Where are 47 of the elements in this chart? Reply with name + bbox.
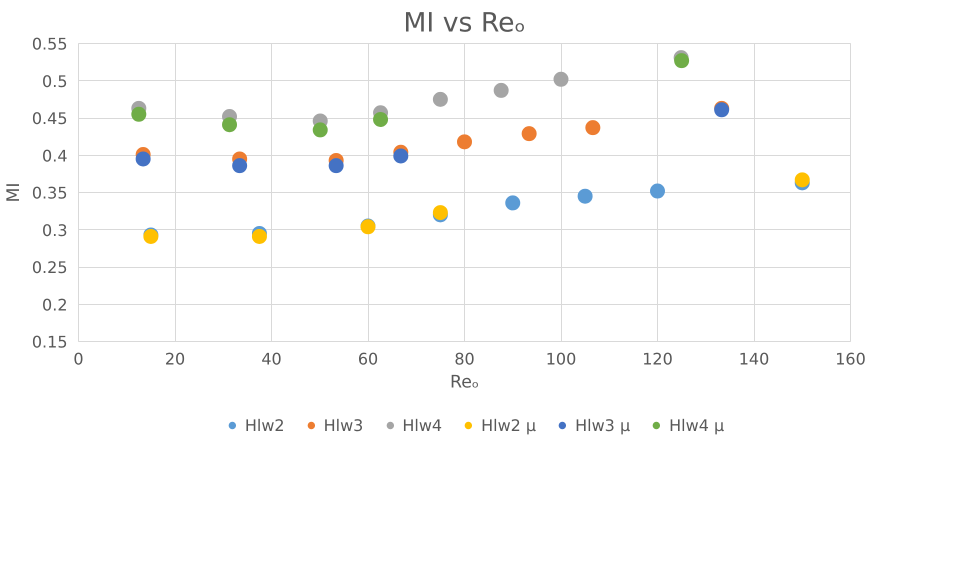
- x-tick-label: 100: [546, 350, 576, 368]
- point: [674, 53, 690, 68]
- legend-label: Hlw4 μ: [669, 416, 724, 434]
- legend-label: Hlw2 μ: [481, 416, 536, 434]
- x-axis-title: Reₒ: [450, 372, 480, 392]
- point: [222, 117, 238, 132]
- x-tick-label: 20: [164, 350, 186, 368]
- x-tick-label: 120: [642, 350, 673, 368]
- point: [585, 120, 600, 136]
- point: [232, 158, 248, 174]
- y-tick-label: 0.25: [32, 258, 68, 277]
- point: [650, 184, 665, 198]
- chart-title: MI vs Reₒ: [403, 8, 526, 38]
- y-tick-label: 0.3: [42, 220, 68, 240]
- point: [328, 158, 344, 174]
- x-tick-label: 140: [738, 350, 770, 368]
- point: [393, 148, 408, 164]
- point: [136, 151, 151, 166]
- x-tick-label: 160: [835, 350, 866, 368]
- y-tick-label: 0.15: [32, 332, 68, 352]
- legend-label: Hlw3 μ: [575, 416, 630, 434]
- y-tick-label: 0.55: [32, 34, 68, 54]
- point: [578, 188, 593, 204]
- point: [131, 106, 146, 122]
- point: [312, 122, 328, 138]
- y-tick-label: 0.35: [32, 184, 68, 202]
- point: [432, 92, 448, 107]
- legend-label: Hlw4: [402, 416, 442, 434]
- y-tick-label: 0.45: [32, 109, 68, 128]
- x-tick-label: 40: [261, 350, 282, 368]
- x-tick-label: 60: [358, 350, 378, 368]
- point: [554, 72, 568, 87]
- y-tick-label: 0.2: [42, 295, 68, 314]
- point: [252, 228, 267, 244]
- point: [494, 82, 509, 98]
- legend-label: Hlw3: [324, 416, 364, 434]
- point: [794, 172, 810, 188]
- point: [457, 134, 472, 150]
- y-tick-label: 0.5: [42, 72, 68, 91]
- y-axis-title: MI: [4, 182, 24, 203]
- point: [522, 126, 537, 142]
- point: [505, 195, 520, 210]
- legend-label: Hlw2: [244, 416, 285, 434]
- x-tick-label: 0: [73, 350, 84, 368]
- point: [373, 112, 388, 127]
- y-tick-label: 0.4: [42, 146, 68, 166]
- x-tick-label: 80: [454, 350, 475, 368]
